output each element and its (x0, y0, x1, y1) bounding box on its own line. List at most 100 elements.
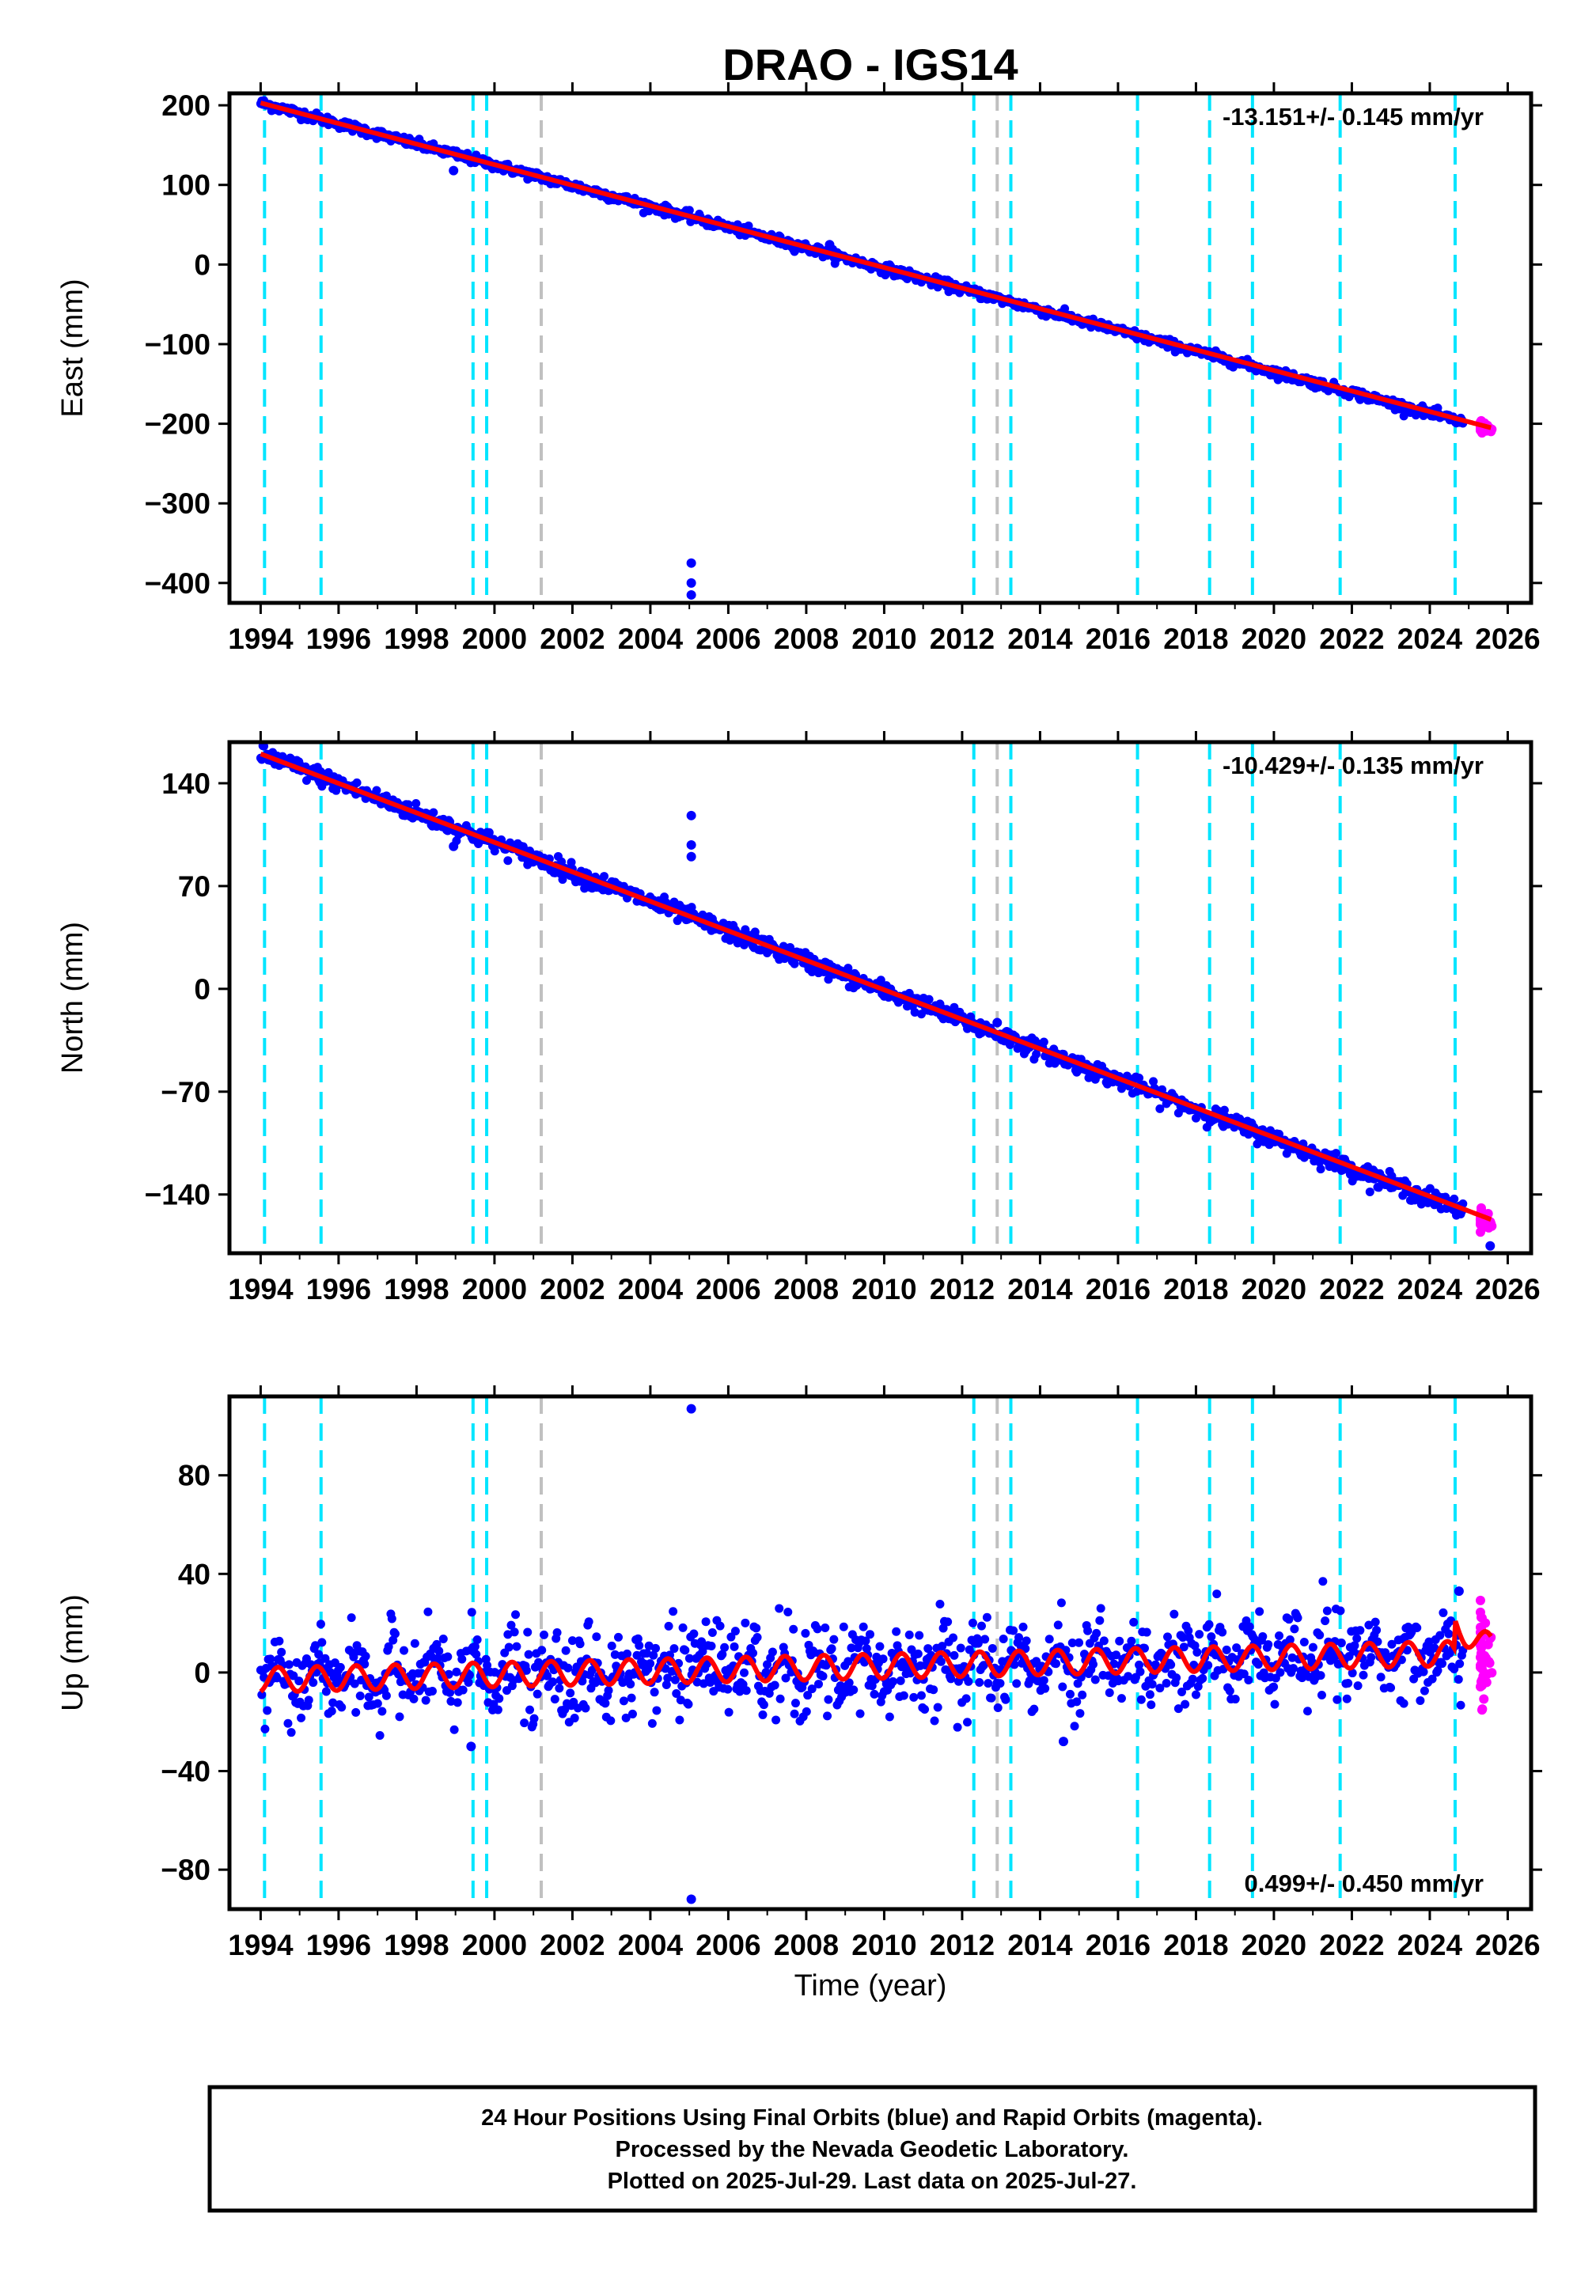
y-tick-label: 0 (194, 248, 210, 281)
final-point (1155, 1684, 1165, 1693)
final-point (1444, 1629, 1454, 1639)
final-point (1331, 1149, 1340, 1158)
final-point (723, 1684, 733, 1694)
final-point (566, 1688, 575, 1698)
final-point (786, 942, 795, 952)
final-point (1139, 1643, 1149, 1653)
final-point (956, 1643, 965, 1653)
x-tick-label: 2004 (618, 1273, 684, 1305)
x-tick-label: 2020 (1242, 623, 1306, 655)
final-orbit-points (256, 96, 1468, 600)
final-orbit-points (256, 1404, 1468, 1904)
final-point (821, 1623, 830, 1633)
final-point (936, 1657, 946, 1666)
final-point (749, 1648, 758, 1658)
final-point (1112, 1650, 1121, 1660)
final-point (521, 1665, 531, 1675)
final-point (316, 1620, 325, 1629)
final-point (567, 1636, 577, 1646)
final-point (1052, 1659, 1061, 1669)
rapid-point (1475, 1607, 1485, 1617)
final-point (1287, 1653, 1297, 1662)
final-point (587, 1665, 597, 1675)
final-point (1075, 1638, 1084, 1647)
x-tick-label: 2014 (1007, 1273, 1073, 1305)
final-point (1275, 1631, 1284, 1641)
final-point (328, 1698, 338, 1707)
final-point (1115, 1636, 1124, 1646)
final-point (1433, 1665, 1442, 1675)
final-point (953, 1722, 962, 1732)
x-tick-label: 2004 (618, 1929, 684, 1961)
final-point (563, 1663, 573, 1673)
final-point (650, 1643, 660, 1653)
outlier-point (686, 851, 696, 862)
final-point (724, 1707, 734, 1717)
final-point (1276, 1668, 1285, 1677)
footer-box: 24 Hour Positions Using Final Orbits (bl… (207, 2085, 1537, 2213)
final-point (801, 1628, 810, 1638)
outlier-point (686, 839, 696, 850)
final-point (1355, 1626, 1365, 1635)
final-point (1181, 1699, 1190, 1709)
final-point (680, 1646, 690, 1655)
y-tick-label: 0 (194, 973, 210, 1006)
final-point (433, 1654, 442, 1663)
final-point (741, 1618, 750, 1627)
final-point (698, 1646, 707, 1656)
final-point (523, 1627, 533, 1637)
final-point (938, 1642, 947, 1651)
final-point (870, 1689, 879, 1699)
final-point (364, 1692, 373, 1702)
final-point (973, 1639, 983, 1648)
final-point (1166, 1660, 1176, 1669)
final-point (1222, 1645, 1231, 1654)
final-point (1089, 1660, 1098, 1669)
rapid-point (1475, 1595, 1485, 1605)
x-tick-label: 1994 (228, 623, 294, 655)
final-point (909, 1692, 919, 1702)
x-tick-label: 1996 (306, 1929, 371, 1961)
final-point (865, 1630, 874, 1639)
final-point (524, 1650, 533, 1659)
x-tick-label: 2018 (1163, 623, 1228, 655)
final-point (600, 872, 609, 881)
final-point (1095, 1616, 1105, 1625)
final-point (715, 1621, 725, 1631)
final-point (684, 1699, 693, 1709)
final-point (621, 1713, 631, 1722)
final-point (449, 1725, 459, 1734)
final-point (384, 1642, 393, 1651)
final-point (1041, 1684, 1050, 1693)
final-point (824, 1695, 833, 1704)
final-point (663, 1673, 673, 1683)
final-point (361, 1651, 370, 1661)
final-point (377, 1707, 387, 1716)
x-tick-label: 2012 (930, 1929, 995, 1961)
final-point (1014, 1633, 1023, 1642)
final-point (938, 1623, 948, 1633)
final-point (735, 1687, 745, 1696)
x-tick-label: 2010 (851, 623, 916, 655)
final-point (297, 1713, 306, 1722)
final-point (684, 206, 694, 215)
final-point (1147, 1700, 1156, 1710)
final-point (859, 1622, 868, 1631)
final-point (1376, 1673, 1386, 1682)
x-tick-label: 2006 (696, 623, 760, 655)
x-tick-label: 2026 (1475, 1929, 1540, 1961)
final-point (533, 1689, 542, 1699)
rapid-orbit-points (1475, 1595, 1497, 1715)
final-point (294, 1677, 304, 1686)
final-point (759, 1700, 768, 1710)
x-tick-label: 2018 (1163, 1273, 1228, 1305)
final-point (1258, 1631, 1268, 1641)
final-point (1204, 1620, 1214, 1629)
final-point (707, 1641, 716, 1650)
final-point (373, 1699, 382, 1708)
final-point (395, 1712, 404, 1722)
final-point (1456, 1700, 1465, 1710)
final-point (916, 1691, 926, 1700)
x-tick-label: 2012 (930, 1273, 995, 1305)
final-point (923, 1644, 933, 1654)
